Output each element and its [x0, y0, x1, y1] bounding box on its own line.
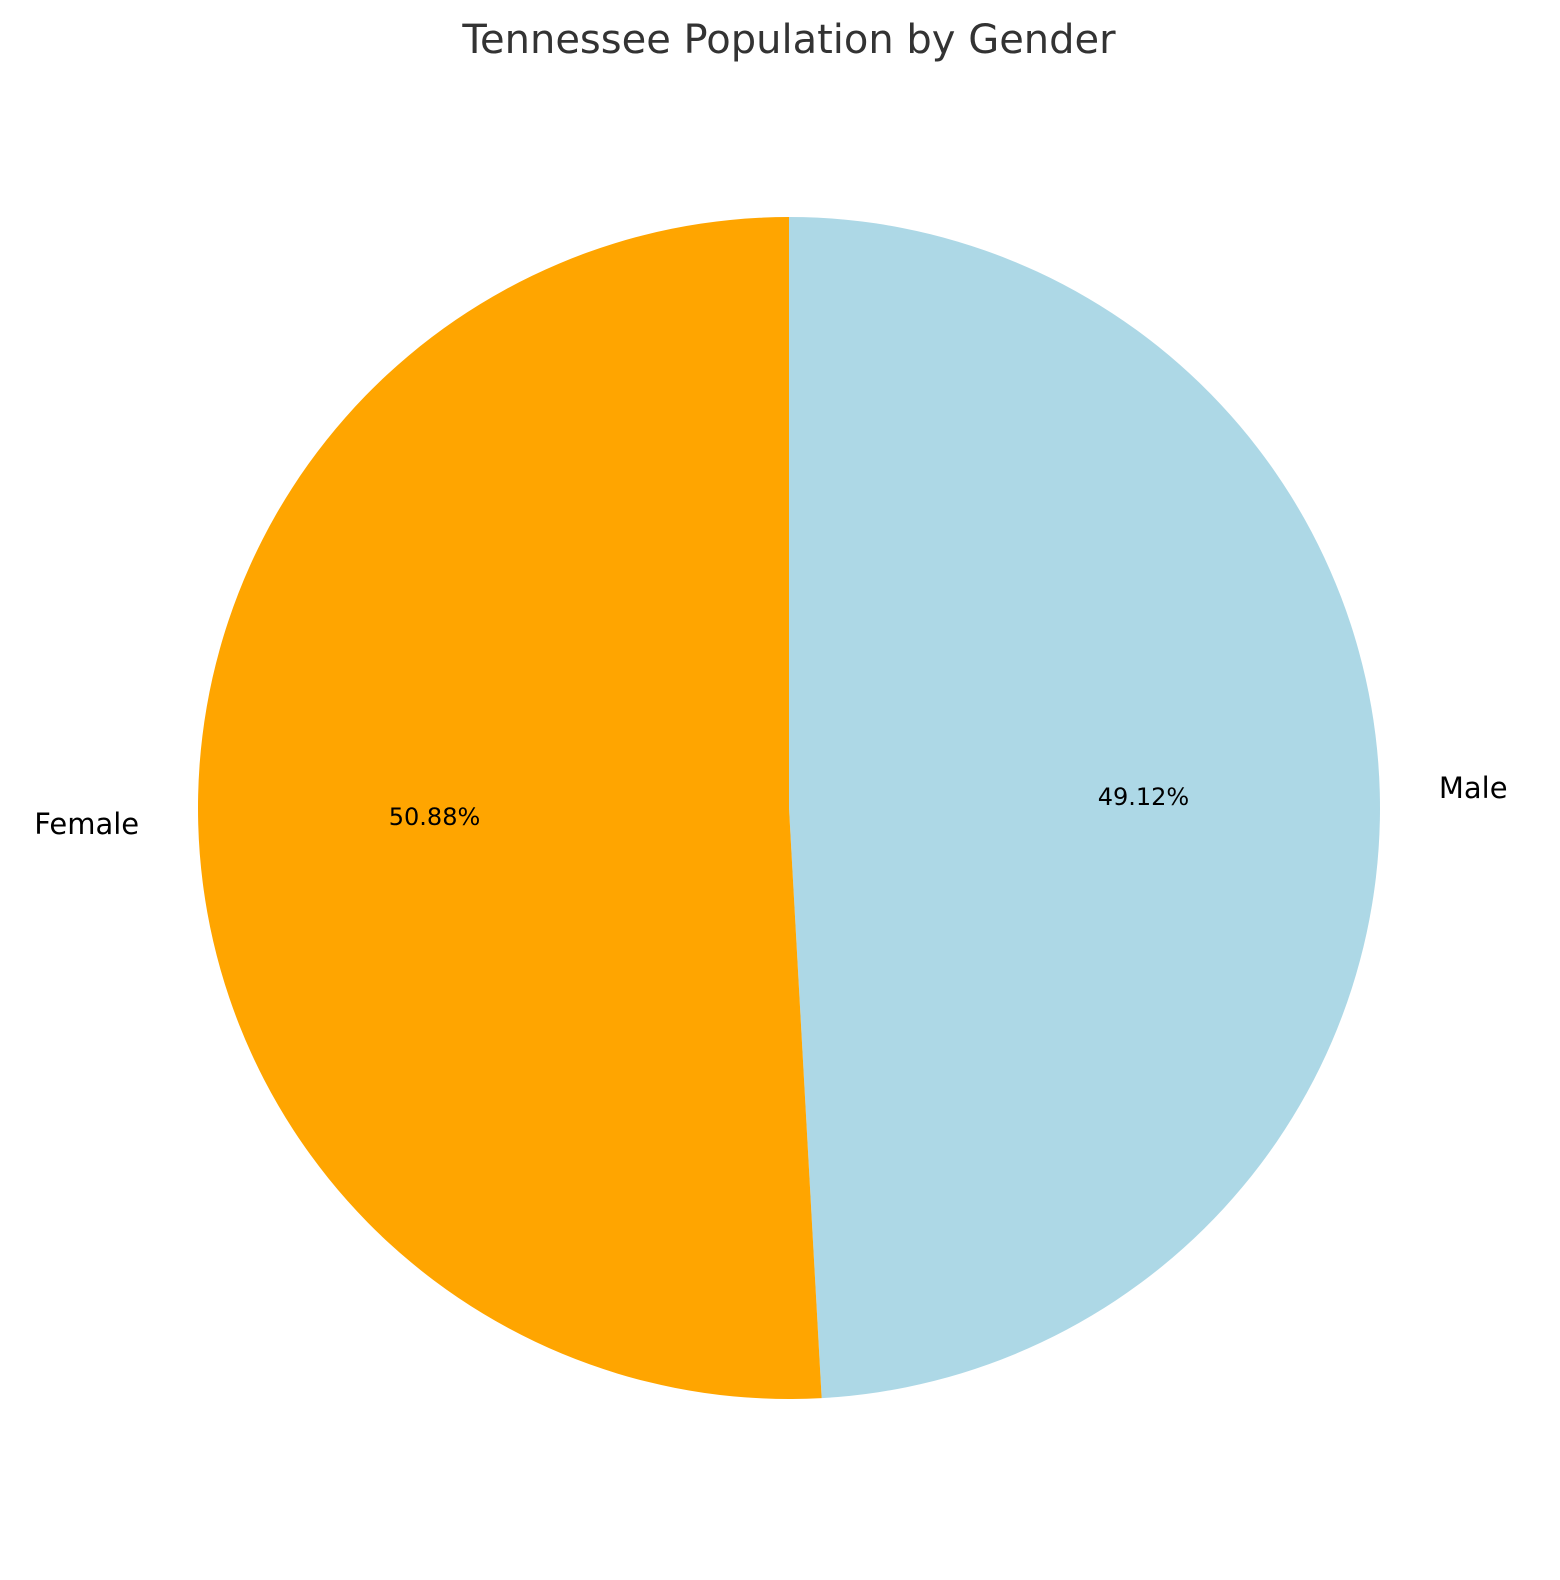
slice-label-male: Male [1439, 771, 1508, 805]
pie-labels: Male 49.12% Female 50.88% [34, 771, 1507, 841]
slice-percent-female: 50.88% [389, 803, 481, 831]
slice-label-female: Female [34, 807, 139, 841]
pie-slices [197, 217, 1380, 1399]
chart-title: Tennessee Population by Gender [461, 17, 1116, 63]
pie-slice-male [789, 217, 1380, 1399]
pie-slice-female [197, 217, 822, 1399]
slice-percent-male: 49.12% [1098, 783, 1190, 811]
